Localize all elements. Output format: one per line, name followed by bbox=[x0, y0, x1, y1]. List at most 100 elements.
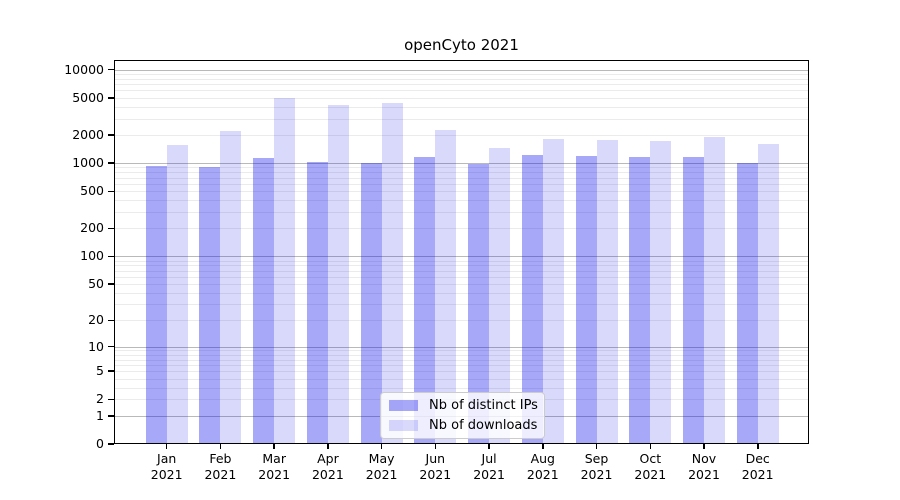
bar-downloads-jan bbox=[166, 145, 188, 444]
bar-downloads-sep bbox=[596, 140, 618, 444]
bar-downloads-oct bbox=[650, 140, 672, 444]
y-axis-tick-label: 20 bbox=[88, 312, 104, 328]
gridline-minor bbox=[114, 177, 809, 179]
x-label-month: Nov bbox=[691, 451, 717, 466]
x-axis-tick bbox=[380, 444, 383, 449]
legend-entry-distinct-ips: Nb of distinct IPs bbox=[389, 398, 538, 413]
gridline-minor bbox=[114, 167, 809, 169]
gridline-minor bbox=[114, 350, 809, 352]
gridline-minor bbox=[114, 364, 809, 366]
y-axis-tick bbox=[108, 283, 114, 285]
bar-distinct-ips-jul bbox=[468, 163, 490, 444]
gridline-minor bbox=[114, 90, 809, 92]
gridline-minor bbox=[114, 320, 809, 322]
plot-area bbox=[114, 60, 809, 444]
bar-downloads-aug bbox=[542, 139, 564, 444]
legend-swatch-distinct-ips bbox=[389, 400, 418, 411]
y-axis-tick-label: 5000 bbox=[72, 89, 104, 105]
x-axis-tick bbox=[542, 444, 544, 449]
y-axis-tick bbox=[108, 255, 114, 258]
legend-entry-downloads: Nb of downloads bbox=[389, 418, 538, 433]
y-axis-tick bbox=[108, 319, 114, 321]
x-axis-tick bbox=[595, 444, 598, 449]
gridline-minor bbox=[114, 276, 809, 278]
bar-downloads-jun bbox=[435, 130, 457, 444]
x-label-year: 2021 bbox=[634, 466, 667, 482]
bars-layer bbox=[114, 60, 809, 444]
y-axis-tick bbox=[108, 162, 114, 164]
x-label-year: 2021 bbox=[473, 466, 505, 482]
gridline-minor bbox=[114, 265, 809, 267]
gridline-major bbox=[114, 256, 809, 258]
gridline-minor bbox=[114, 260, 809, 262]
x-axis-tick-label: Mar 2021 bbox=[242, 451, 306, 482]
y-axis-tick-label: 200 bbox=[80, 220, 104, 236]
y-axis-tick-label: 2000 bbox=[72, 127, 104, 142]
y-axis-tick-label: 50 bbox=[88, 276, 104, 292]
bar-distinct-ips-jun bbox=[414, 156, 436, 444]
bar-distinct-ips-dec bbox=[736, 163, 758, 444]
x-label-month: Aug bbox=[530, 451, 555, 466]
gridline-major bbox=[114, 346, 809, 348]
gridline-minor bbox=[114, 118, 809, 120]
x-axis-tick bbox=[219, 444, 222, 449]
y-axis-tick-label: 2 bbox=[96, 391, 104, 407]
gridline-minor bbox=[114, 212, 809, 213]
y-axis-tick bbox=[108, 415, 114, 417]
gridline-minor bbox=[114, 200, 809, 202]
x-label-year: 2021 bbox=[741, 466, 774, 482]
y-axis-tick bbox=[108, 68, 114, 71]
gridline-minor bbox=[114, 97, 809, 99]
gridline-minor bbox=[114, 270, 809, 272]
bar-distinct-ips-may bbox=[360, 162, 382, 444]
x-axis-tick-label: Jul 2021 bbox=[457, 451, 521, 482]
y-axis-tick bbox=[108, 370, 114, 372]
x-label-year: 2021 bbox=[365, 466, 398, 482]
x-label-year: 2021 bbox=[311, 466, 344, 482]
x-axis-tick-label: Dec 2021 bbox=[726, 451, 790, 482]
legend-label-downloads: Nb of downloads bbox=[429, 418, 538, 433]
gridline-minor bbox=[114, 378, 809, 380]
x-label-month: Jul bbox=[481, 451, 497, 466]
x-axis-tick bbox=[488, 444, 490, 449]
x-label-month: Feb bbox=[209, 451, 232, 466]
x-axis-tick bbox=[434, 444, 437, 449]
x-label-month: Oct bbox=[639, 451, 662, 466]
x-label-year: 2021 bbox=[419, 466, 452, 482]
y-axis-tick bbox=[108, 443, 114, 445]
x-axis-tick-label: May 2021 bbox=[350, 451, 414, 482]
x-axis-tick bbox=[165, 444, 168, 449]
legend-label-distinct-ips: Nb of distinct IPs bbox=[429, 398, 538, 413]
x-axis-tick-label: Jun 2021 bbox=[403, 451, 467, 482]
gridline-minor bbox=[114, 135, 809, 136]
x-label-year: 2021 bbox=[204, 466, 237, 482]
x-axis-tick-label: Sep 2021 bbox=[565, 451, 629, 482]
y-axis-tick bbox=[108, 227, 114, 230]
y-axis-tick-label: 1000 bbox=[72, 155, 104, 171]
x-axis-tick bbox=[273, 444, 275, 449]
gridline-minor bbox=[114, 304, 809, 306]
bar-distinct-ips-jan bbox=[145, 165, 167, 444]
gridline-minor bbox=[114, 191, 809, 193]
x-label-month: Sep bbox=[584, 451, 609, 466]
y-axis-tick-label: 10 bbox=[88, 338, 104, 354]
bar-distinct-ips-apr bbox=[306, 161, 328, 444]
x-axis-tick bbox=[649, 444, 651, 449]
x-label-month: Apr bbox=[317, 451, 339, 466]
gridline-minor bbox=[114, 73, 809, 75]
bar-distinct-ips-oct bbox=[629, 156, 651, 444]
gridline-minor bbox=[114, 359, 809, 361]
bar-downloads-nov bbox=[704, 136, 725, 444]
x-label-year: 2021 bbox=[688, 466, 720, 482]
gridline-major bbox=[114, 163, 809, 165]
x-label-year: 2021 bbox=[258, 466, 291, 482]
y-axis-tick-label: 0 bbox=[96, 436, 104, 451]
y-axis-tick bbox=[108, 345, 114, 348]
bar-downloads-feb bbox=[220, 130, 242, 444]
x-label-month: May bbox=[368, 451, 395, 466]
x-axis-tick-label: Oct 2021 bbox=[618, 451, 682, 482]
x-label-month: Dec bbox=[745, 451, 770, 466]
x-axis-tick-label: Nov 2021 bbox=[672, 451, 736, 482]
gridline-minor bbox=[114, 172, 809, 174]
